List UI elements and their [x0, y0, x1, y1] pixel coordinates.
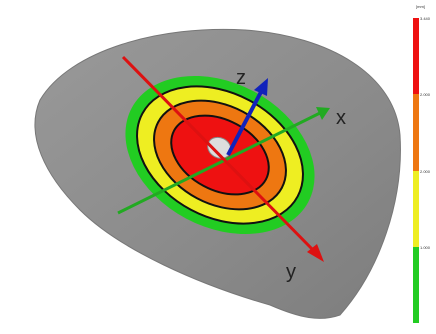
colorbar-segment — [413, 246, 419, 323]
z-axis — [226, 78, 268, 156]
x-axis-label: x — [336, 107, 346, 129]
colorbar-legend: [mm] 3.440 2.000 2.000 1.000 — [408, 0, 436, 329]
scene-svg: z x y — [34, 28, 401, 319]
y-axis — [121, 55, 324, 262]
colorbar-unit: [mm] — [416, 4, 425, 9]
y-axis-label: y — [286, 261, 296, 283]
x-axis — [117, 107, 330, 215]
colorbar-tick-label: 1.000 — [420, 244, 431, 250]
z-axis-label: z — [236, 67, 246, 89]
colorbar-tick-label: 2.000 — [420, 92, 431, 98]
colorbar-segment — [413, 94, 419, 171]
colorbar-tick-label: 2.000 — [420, 168, 431, 174]
colorbar-segment — [413, 18, 419, 95]
colorbar-max-label: 3.440 — [420, 16, 431, 21]
3d-viewport[interactable]: z x y — [0, 0, 408, 329]
colorbar-segment — [413, 170, 419, 247]
